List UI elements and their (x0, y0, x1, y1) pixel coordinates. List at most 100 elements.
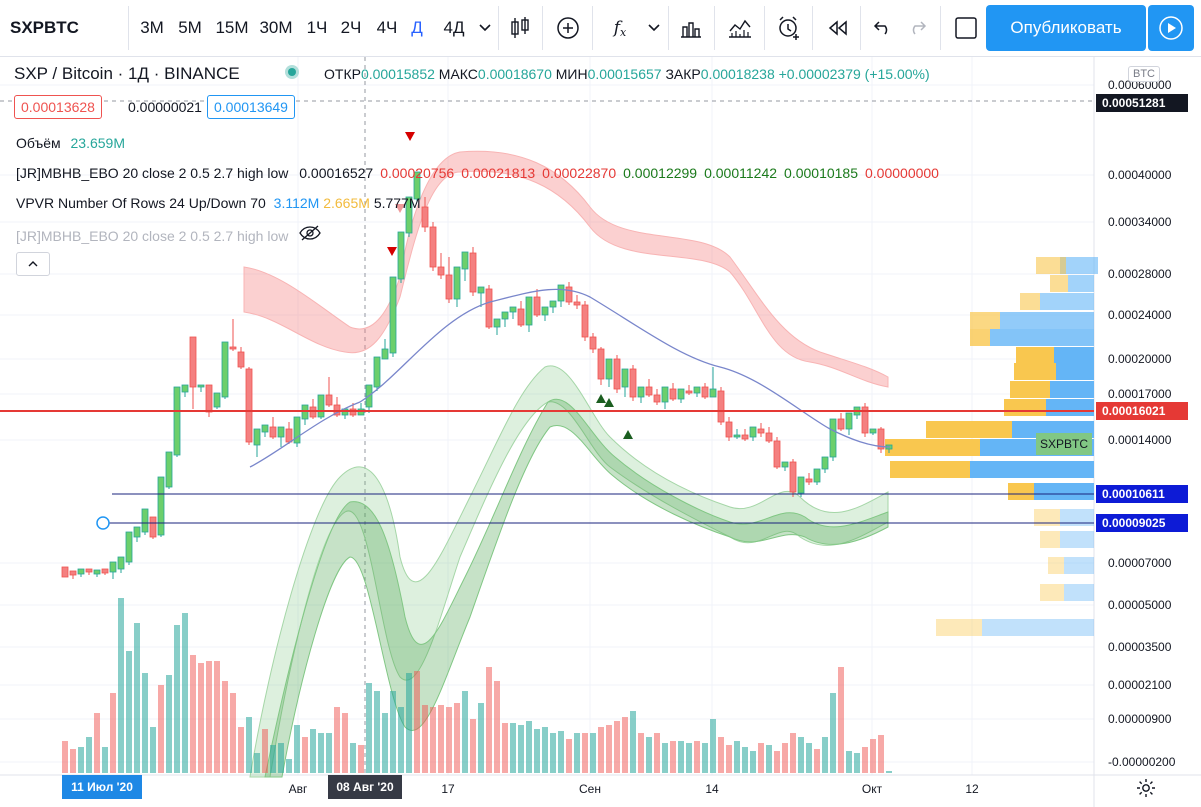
volume-bar (726, 745, 732, 773)
alert-clock-icon[interactable] (772, 0, 806, 56)
volume-bar (630, 711, 636, 773)
volume-bar (398, 707, 404, 773)
candle-body (629, 368, 637, 398)
add-indicator-icon[interactable] (552, 0, 584, 56)
settings-gear-icon[interactable] (1136, 778, 1156, 803)
vpvr-down-bar (1004, 399, 1046, 416)
candle-body (701, 386, 709, 398)
volume-bar (230, 693, 236, 773)
candle-body (173, 386, 181, 456)
volume-bar (414, 671, 420, 773)
market-status-icon (284, 64, 300, 83)
interval-2[interactable]: 15М (215, 18, 249, 37)
candle-body (213, 392, 221, 408)
candle-body (253, 428, 261, 446)
candle-body (677, 388, 685, 400)
vpvr-total: 5.777M (373, 195, 421, 211)
volume-bar (110, 693, 116, 773)
interval-5[interactable]: 2Ч (340, 18, 362, 37)
candle-body (165, 451, 173, 488)
candle-body (773, 440, 781, 468)
close-label: ЗАКР (665, 66, 701, 82)
compare-bars-icon[interactable] (676, 0, 706, 56)
price-axis-label: 0.00005000 (1108, 598, 1172, 612)
publish-button[interactable]: Опубликовать (986, 5, 1146, 51)
currency-badge: BTC (1128, 66, 1160, 82)
interval-8[interactable]: 4Д (443, 18, 465, 37)
time-axis-label: 12 (965, 782, 979, 796)
redo-icon[interactable] (902, 0, 932, 56)
vpvr-down-bar (1048, 557, 1064, 574)
candle-body (501, 311, 509, 320)
vpvr-up-bar (1040, 293, 1094, 310)
chevron-down-icon[interactable] (474, 0, 496, 56)
candle-body (877, 428, 885, 450)
candles-icon[interactable] (505, 0, 535, 56)
candle-body (245, 368, 253, 443)
candle-body (741, 434, 749, 440)
candle-body (205, 384, 213, 413)
volume-bar (678, 741, 684, 773)
mbhb-value: 0.00012299 (623, 165, 698, 181)
vpvr-legend[interactable]: VPVR Number Of Rows 24 Up/Down 70 3.112M… (16, 195, 421, 211)
candle-body (469, 252, 477, 293)
volume-bar (86, 737, 92, 773)
candle-body (813, 468, 821, 483)
candle-body (181, 384, 189, 393)
interval-6[interactable]: 4Ч (376, 18, 398, 37)
volume-bar (510, 723, 516, 773)
volume-bar (518, 725, 524, 773)
price-axis-label: -0.00000200 (1108, 755, 1176, 769)
volume-legend[interactable]: Объём 23.659M (16, 135, 125, 151)
candle-body (621, 368, 629, 388)
candle-body (589, 336, 597, 350)
volume-bar (838, 667, 844, 773)
templates-icon[interactable] (724, 0, 756, 56)
level-marker-1: 0.00010611 (1096, 485, 1188, 503)
candle-body (821, 456, 829, 470)
interval-7[interactable]: Д (411, 18, 423, 37)
eye-hidden-icon[interactable] (298, 225, 322, 244)
divider (498, 6, 499, 50)
vpvr-down-bar (1050, 275, 1068, 292)
symbol-search[interactable]: SXPBTC (10, 18, 79, 37)
volume-bar (742, 747, 748, 773)
candle-body (373, 356, 381, 388)
fullscreen-square-icon[interactable] (950, 0, 982, 56)
interval-4[interactable]: 1Ч (306, 18, 328, 37)
undo-icon[interactable] (868, 0, 898, 56)
vpvr-down-bar (1008, 483, 1034, 500)
buy-price-button[interactable]: 0.00013649 (207, 95, 295, 119)
vpvr-up-bar (990, 329, 1094, 346)
volume-bar (830, 693, 836, 773)
volume-bar (134, 623, 140, 773)
volume-bar (214, 661, 220, 773)
interval-0[interactable]: 3М (140, 18, 164, 37)
price-axis-label: 0.00034000 (1108, 215, 1172, 229)
interval-1[interactable]: 5М (178, 18, 202, 37)
vpvr-down-bar (936, 619, 982, 636)
mbhb-legend[interactable]: [JR]MBHB_EBO 20 close 2 0.5 2.7 high low… (16, 165, 939, 181)
replay-icon[interactable] (822, 0, 854, 56)
collapse-legend-button[interactable] (16, 252, 50, 276)
divider (812, 6, 813, 50)
candle-body (733, 434, 741, 438)
candle-body (125, 531, 133, 563)
vpvr-down-bar (970, 312, 1000, 329)
volume-bar (606, 725, 612, 773)
volume-bar (334, 707, 340, 773)
price-chart[interactable]: 0.000600000.000400000.000340000.00028000… (0, 57, 1201, 807)
mbhb-value: 0.00000000 (865, 165, 939, 181)
sell-price-button[interactable]: 0.00013628 (14, 95, 102, 119)
play-icon[interactable] (1148, 5, 1194, 51)
vpvr-up: 3.112M (273, 195, 320, 211)
chevron-down-icon[interactable] (644, 0, 664, 56)
vpvr-down-bar (1020, 293, 1040, 310)
interval-3[interactable]: 30М (259, 18, 293, 37)
price-axis-label: 0.00014000 (1108, 433, 1172, 447)
volume-bar (622, 717, 628, 773)
vpvr-down-bar (885, 439, 980, 456)
time-axis-label: 14 (705, 782, 719, 796)
mbhb-hidden-legend[interactable]: [JR]MBHB_EBO 20 close 2 0.5 2.7 high low (16, 225, 322, 244)
